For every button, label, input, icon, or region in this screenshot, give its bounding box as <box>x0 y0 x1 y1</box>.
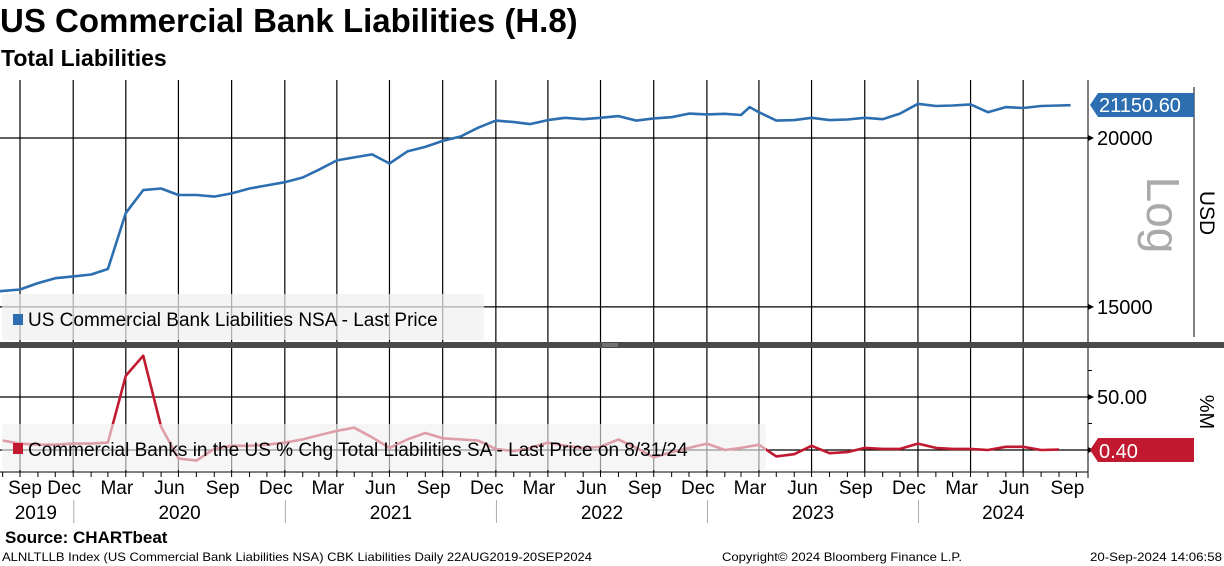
bottom-y-axis-label: %M <box>1195 395 1217 429</box>
x-month-label: Dec <box>259 478 293 499</box>
x-month-label: Jun <box>999 478 1030 499</box>
x-year-label: 2020 <box>158 503 200 524</box>
top-y-tick-label: 20000 <box>1097 128 1153 150</box>
top-legend-swatch <box>13 314 23 325</box>
last-value-tags: 21150.60 0.40 <box>1090 93 1194 463</box>
x-year-label: 2022 <box>581 503 623 524</box>
x-month-label: Sep <box>8 478 42 499</box>
x-month-label: Mar <box>523 478 556 499</box>
x-month-label: Sep <box>839 478 873 499</box>
top-y-axis-label: USD <box>1195 191 1218 235</box>
x-month-label: Mar <box>945 478 978 499</box>
footer-info: ALNLTLLB Index (US Commercial Bank Liabi… <box>2 550 592 564</box>
y-ticks: 15000 20000 50.00 <box>1088 128 1153 453</box>
top-y-tick-label: 15000 <box>1097 297 1153 319</box>
x-month-label: Jun <box>154 478 185 499</box>
x-month-label: Dec <box>681 478 715 499</box>
bottom-legend-swatch <box>13 443 23 454</box>
x-year-label: 2019 <box>15 503 57 524</box>
x-month-label: Dec <box>892 478 926 499</box>
x-month-label: Jun <box>787 478 818 499</box>
top-last-value-tag <box>1090 93 1194 117</box>
source-label: Source: CHARTbeat <box>5 528 168 547</box>
bottom-legend-label: Commercial Banks in the US % Chg Total L… <box>28 440 688 461</box>
gridlines <box>0 80 1088 477</box>
footer-copyright: Copyright© 2024 Bloomberg Finance L.P. <box>722 550 962 564</box>
x-month-label: Dec <box>470 478 504 499</box>
x-month-label: Jun <box>576 478 607 499</box>
top-last-value: 21150.60 <box>1099 95 1181 117</box>
bottom-last-value-tag <box>1090 438 1194 462</box>
footer-timestamp: 20-Sep-2024 14:06:58 <box>1090 550 1222 564</box>
x-month-label: Mar <box>100 478 133 499</box>
log-scale-label: Log <box>1137 177 1189 254</box>
axes: Log USD %M <box>0 80 1218 478</box>
legends: US Commercial Bank Liabilities NSA - Las… <box>2 294 766 470</box>
bottom-y-tick-label: 50.00 <box>1097 387 1147 409</box>
x-year-label: 2021 <box>370 503 412 524</box>
x-month-label: Sep <box>1050 478 1084 499</box>
series-lines <box>0 102 1071 462</box>
y-tick-arrow <box>1088 303 1094 310</box>
x-year-label: 2023 <box>792 503 834 524</box>
x-month-label: Jun <box>365 478 396 499</box>
top-series-line <box>0 102 1071 293</box>
bottom-last-value: 0.40 <box>1099 441 1138 463</box>
x-month-label: Sep <box>628 478 662 499</box>
y-tick-arrow <box>1088 135 1094 141</box>
x-month-label: Mar <box>734 478 767 499</box>
x-month-label: Mar <box>311 478 344 499</box>
top-legend-label: US Commercial Bank Liabilities NSA - Las… <box>28 310 438 331</box>
chart-title: US Commercial Bank Liabilities (H.8) <box>0 2 578 39</box>
y-tick-arrow <box>1088 394 1094 400</box>
x-month-label: Dec <box>47 478 81 499</box>
x-month-label: Sep <box>206 478 240 499</box>
top-legend-box <box>2 294 484 340</box>
x-year-label: 2024 <box>982 503 1025 524</box>
bottom-legend-box <box>2 424 766 470</box>
chart-subtitle: Total Liabilities <box>1 45 167 71</box>
panel-divider[interactable] <box>0 342 1224 348</box>
x-month-label: Sep <box>417 478 451 499</box>
x-axis-labels: Sep Dec Mar Jun Sep Dec Mar Jun Sep Dec Mar Jun Sep D… <box>8 478 1084 524</box>
